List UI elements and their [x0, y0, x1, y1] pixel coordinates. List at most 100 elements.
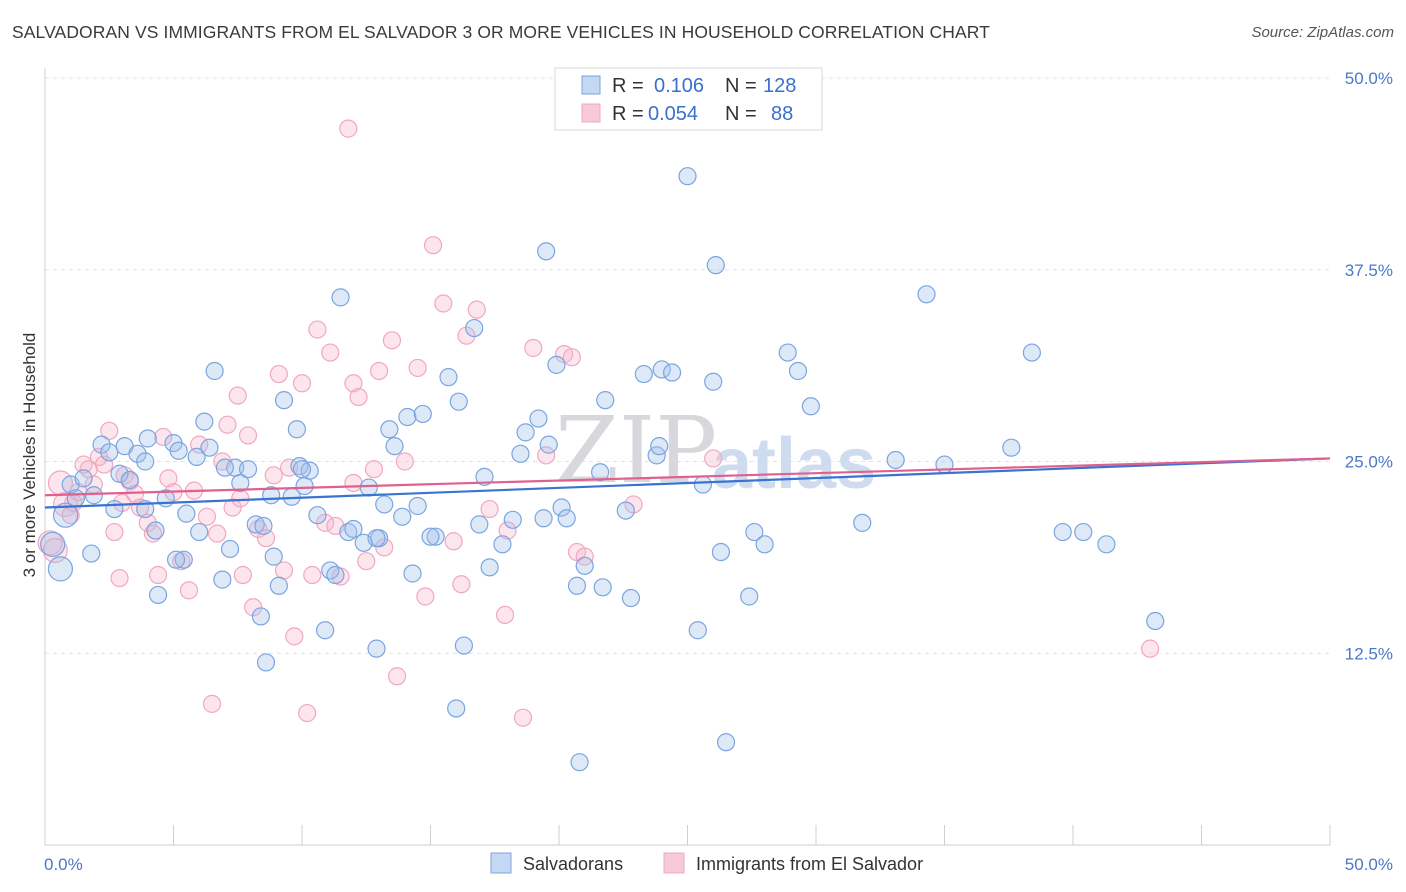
salvadorans-point-80: [537, 242, 556, 261]
salvadorans-point-14: [128, 444, 147, 463]
immigrants-point-42: [269, 364, 288, 384]
salvadorans-point-111: [886, 450, 905, 470]
bottom-legend-swatch-salvadorans: [490, 852, 512, 874]
salvadorans-point-81: [539, 435, 558, 454]
salvadorans-point-115: [1002, 438, 1021, 457]
series-legend: Salvadorans Immigrants from El Salvador: [490, 852, 923, 874]
salvadorans-point-92: [621, 588, 641, 608]
immigrants-point-64: [408, 358, 427, 378]
immigrants-point-58: [364, 460, 384, 479]
salvadorans-point-117: [1074, 522, 1093, 542]
salvadorans-point-67: [447, 699, 466, 718]
salvadorans-point-51: [339, 522, 358, 542]
salvadorans-point-104: [716, 733, 736, 752]
salvadorans-point-105: [740, 587, 759, 606]
immigrants-point-21: [148, 565, 168, 585]
salvadorans-point-102: [706, 256, 725, 275]
gridlines: [45, 77, 1330, 654]
salvadorans-point-59: [385, 437, 404, 456]
salvadorans-point-52: [344, 519, 363, 539]
salvadorans-point-26: [195, 412, 214, 431]
salvadorans-point-98: [678, 167, 697, 186]
salvadorans-point-11: [110, 464, 129, 483]
salvadorans-point-91: [616, 501, 635, 520]
bottom-legend-label-immigrants: Immigrants from El Salvador: [696, 854, 923, 874]
salvadorans-point-55: [367, 639, 386, 658]
salvadorans-point-87: [575, 556, 594, 575]
y-tick-label-0: 12.5%: [1345, 644, 1393, 663]
salvadorans-point-32: [231, 473, 250, 493]
immigrants-point-36: [233, 565, 252, 585]
immigrants-point-3: [52, 491, 79, 518]
salvadorans-point-70: [465, 318, 484, 338]
bottom-legend-label-salvadorans: Salvadorans: [523, 854, 623, 874]
legend-n-label-2: N =: [725, 103, 757, 125]
salvadorans-point-0: [40, 531, 66, 557]
salvadorans-point-36: [256, 653, 276, 672]
salvadorans-point-33: [238, 460, 258, 479]
immigrants-point-45: [285, 627, 304, 646]
salvadorans-point-28: [205, 361, 224, 381]
immigrants-point-50: [316, 513, 335, 532]
immigrants-point-71: [467, 300, 486, 319]
salvadorans-point-23: [177, 504, 196, 523]
salvadorans-point-71: [470, 515, 489, 534]
immigrants-point-66: [423, 236, 443, 255]
legend-swatch-immigrants: [581, 103, 601, 123]
y-axis-title: 3 or more Vehicles in Household: [20, 333, 39, 578]
immigrants-point-20: [143, 524, 163, 543]
immigrants-point-84: [231, 489, 250, 508]
immigrants-point-13: [105, 522, 124, 542]
salvadorans-point-82: [547, 355, 566, 374]
salvadorans-point-42: [287, 420, 306, 439]
salvadorans-point-84: [557, 509, 576, 528]
immigrants-point-83: [1140, 639, 1160, 658]
immigrants-point-65: [416, 587, 435, 606]
salvadorans-point-69: [454, 636, 474, 655]
watermark-atlas: atlas: [712, 424, 876, 504]
salvadorans-point-18: [148, 585, 168, 605]
salvadorans-point-79: [534, 509, 553, 528]
salvadorans-point-4: [66, 489, 85, 508]
y-tick-label-3: 50.0%: [1345, 69, 1393, 88]
immigrants-point-14: [110, 568, 129, 588]
salvadorans-point-49: [326, 565, 345, 585]
salvadorans-point-75: [503, 510, 522, 529]
salvadorans-point-100: [693, 475, 713, 494]
legend-n-label-1: N =: [725, 75, 757, 97]
salvadorans-point-90: [596, 391, 615, 410]
immigrants-point-61: [382, 331, 402, 350]
immigrants-point-46: [292, 374, 312, 393]
salvadorans-point-8: [92, 435, 111, 454]
salvadorans-point-27: [200, 438, 219, 457]
salvadorans-point-85: [567, 576, 587, 595]
salvadorans-point-30: [220, 539, 240, 559]
y-tick-label-2: 37.5%: [1345, 261, 1393, 280]
immigrants-point-70: [457, 326, 476, 345]
immigrants-point-29: [197, 507, 217, 526]
salvadorans-point-73: [480, 558, 499, 577]
salvadorans-point-103: [711, 542, 731, 562]
immigrants-point-35: [228, 386, 247, 405]
x-tick-label-0: 0.0%: [44, 855, 83, 874]
y-tick-label-1: 25.0%: [1345, 453, 1393, 472]
salvadorans-point-39: [269, 576, 288, 595]
immigrants-point-41: [264, 466, 283, 485]
salvadorans-point-24: [187, 447, 206, 466]
salvadorans-point-61: [398, 407, 417, 427]
legend-n-value-2: 88: [771, 103, 793, 125]
immigrants-point-31: [208, 524, 227, 543]
salvadorans-point-126: [421, 527, 440, 546]
salvadorans-point-83: [552, 498, 571, 517]
immigrants-point-57: [357, 552, 376, 571]
immigrants-point-63: [395, 452, 414, 471]
salvadorans-point-99: [688, 621, 707, 640]
salvadorans-point-62: [403, 564, 422, 583]
salvadorans-point-57: [375, 495, 394, 514]
salvadorans-point-109: [801, 397, 820, 416]
immigrants-point-75: [524, 338, 543, 358]
salvadorans-point-101: [704, 372, 723, 391]
immigrants-point-47: [298, 703, 317, 723]
salvadorans-point-108: [788, 361, 808, 381]
salvadorans-point-46: [308, 506, 327, 525]
